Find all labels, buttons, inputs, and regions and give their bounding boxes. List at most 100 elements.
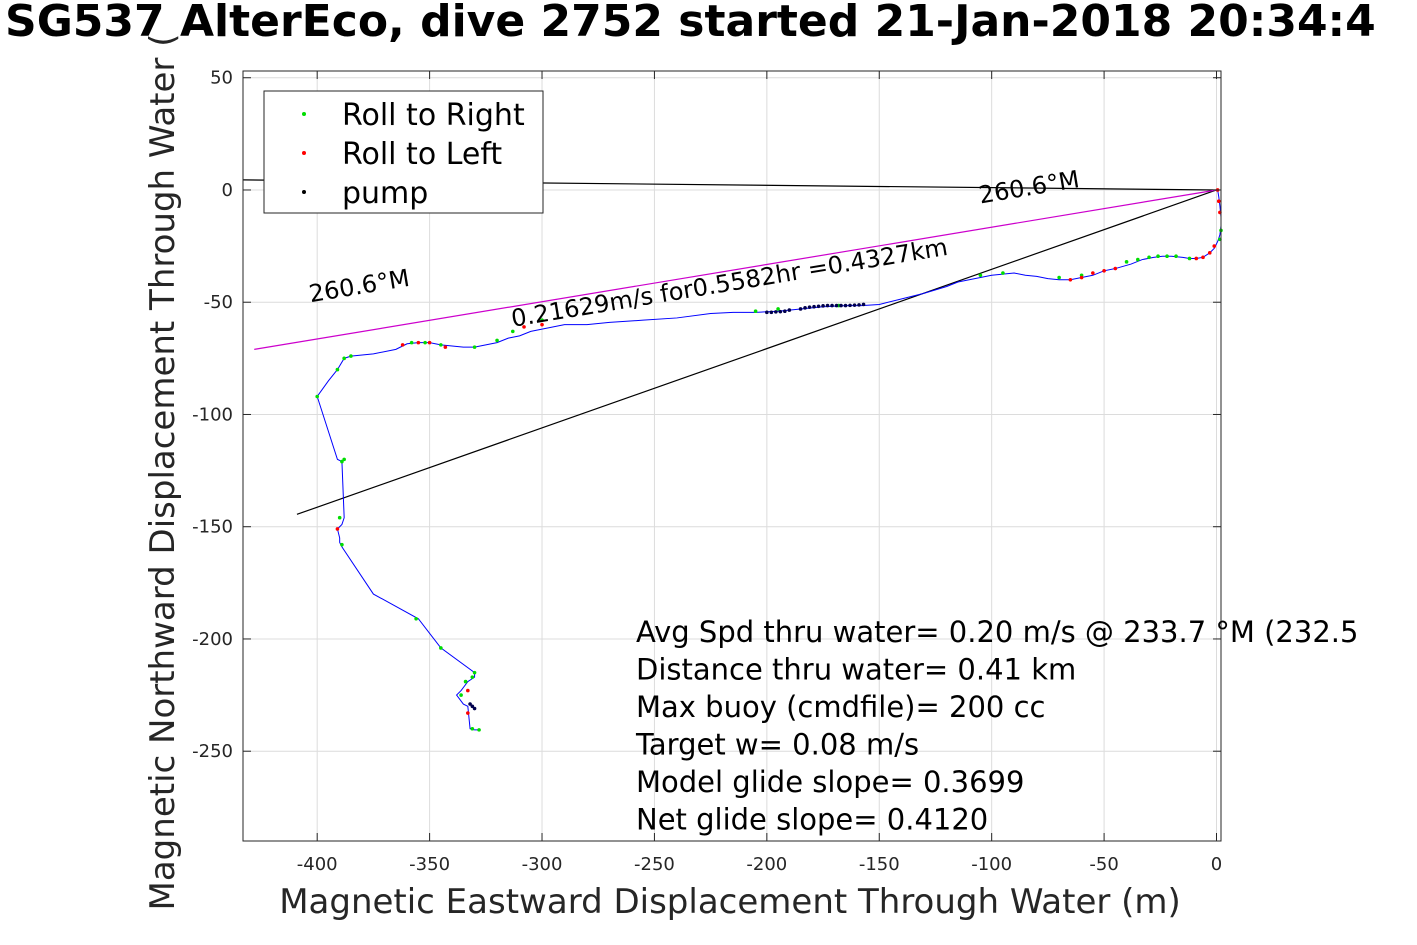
bearing-annotation: 260.6°M [307,264,412,308]
roll-to-right-point [1165,254,1169,259]
roll-to-left-point [416,340,421,345]
y-tick-label: -100 [192,404,233,425]
roll-to-right-point [459,693,463,697]
legend-marker [302,112,306,116]
y-tick-label: -150 [192,517,233,538]
chart-title: SG537 AlterEco, dive 2752 started 21-Jan… [5,0,1376,47]
roll-to-left-point [466,711,470,715]
pump-point [765,310,769,315]
stats-line: Max buoy (cmdfile)= 200 cc [636,690,1045,724]
roll-to-left-point [1102,268,1106,273]
roll-to-right-point [470,726,475,731]
roll-to-right-point [776,307,780,311]
roll-to-right-point [315,394,319,399]
roll-to-left-point [1091,271,1095,275]
pump-point [848,303,852,308]
roll-to-right-point [409,340,414,345]
bearing-annotation: 0.21629m/s for0.5582hr =0.4327km [509,233,950,333]
pump-point [778,309,783,314]
x-tick-label: -400 [297,854,338,875]
roll-to-left-point [427,340,432,345]
roll-to-right-point [340,459,344,464]
stats-line: Distance thru water= 0.41 km [636,653,1076,687]
x-tick-label: -150 [859,854,900,875]
roll-to-right-point [472,345,477,349]
roll-to-left-point [1201,255,1205,260]
reference-line [296,189,1217,515]
x-tick-label: -100 [971,854,1012,875]
x-tick-label: -50 [1089,854,1118,875]
legend-marker [302,151,306,155]
roll-to-right-point [342,457,346,462]
legend-box [263,90,544,214]
plot-area-frame [242,70,1222,842]
y-tick-label: 50 [210,68,233,89]
stats-line: Model glide slope= 0.3699 [636,765,1024,799]
pump-point [861,302,866,307]
roll-to-left-point [443,345,448,349]
roll-to-right-point [510,329,515,334]
y-axis-label: Magnetic Northward Displacement Through … [143,34,183,911]
roll-to-right-point [335,367,340,372]
roll-to-left-point [1113,266,1118,271]
roll-to-right-point [340,542,344,547]
roll-to-right-point [1174,254,1178,259]
roll-to-right-point [463,679,468,684]
roll-to-left-point [335,527,340,531]
x-tick-label: 0 [1211,854,1222,875]
y-tick-label: -200 [192,629,233,650]
roll-to-left-point [1216,199,1221,204]
roll-to-left-point [400,343,405,347]
pump-point [787,308,792,312]
roll-to-left-point [1207,251,1212,255]
pump-point [803,306,807,310]
roll-to-left-point [540,322,544,327]
legend: Roll to Right Roll to Left pump [263,90,544,214]
roll-to-right-point [439,646,443,650]
roll-to-left-point [522,325,526,329]
x-axis-ticks: -400 -350 -300 -250 -200 -150 -100 -50 0 [297,71,1222,875]
x-tick-label: -300 [522,854,563,875]
roll-to-right-point [1124,260,1129,264]
pump-point [807,305,812,309]
roll-to-right-point [1187,256,1192,261]
roll-to-right-point [477,728,481,732]
roll-to-right-point [470,675,475,679]
pump-point [798,307,803,311]
pump-point [839,303,843,308]
pump-point [825,303,830,308]
pump-point [834,303,839,308]
roll-to-right-point [1136,257,1140,262]
roll-to-right-point [1057,275,1061,280]
roll-to-left-point [1212,244,1217,248]
roll-to-right-point [414,616,418,621]
roll-to-right-point [495,338,499,343]
pump-point [816,304,821,309]
pump-point [783,309,787,314]
x-axis-label: Magnetic Eastward Displacement Through W… [279,882,1181,922]
stats-line: Avg Spd thru water= 0.20 m/s @ 233.7 °M … [636,615,1358,649]
pump-point [852,303,857,307]
stats-line: Target w= 0.08 m/s [635,728,919,762]
roll-to-right-point [439,343,443,347]
roll-to-right-point [753,309,758,314]
pump-point [472,706,477,711]
roll-to-right-point [1156,254,1160,259]
pump-point [470,704,475,709]
reference-line [254,189,1217,350]
pump-point [468,702,472,706]
roll-to-right-point [472,670,477,675]
pump-point [812,304,816,309]
roll-to-right-point [540,318,544,322]
roll-to-left-point [1068,277,1073,282]
bearing-annotation: 260.6°M [977,165,1082,209]
reference-lines [242,179,1217,515]
stats-line: Net glide slope= 0.4120 [636,803,988,837]
x-tick-label: -350 [409,854,450,875]
y-tick-label: -50 [204,292,233,313]
roll-to-right-point [1001,271,1005,275]
legend-label: Roll to Left [342,137,502,172]
legend-label: Roll to Right [342,98,525,133]
roll-to-right-point [342,356,346,361]
